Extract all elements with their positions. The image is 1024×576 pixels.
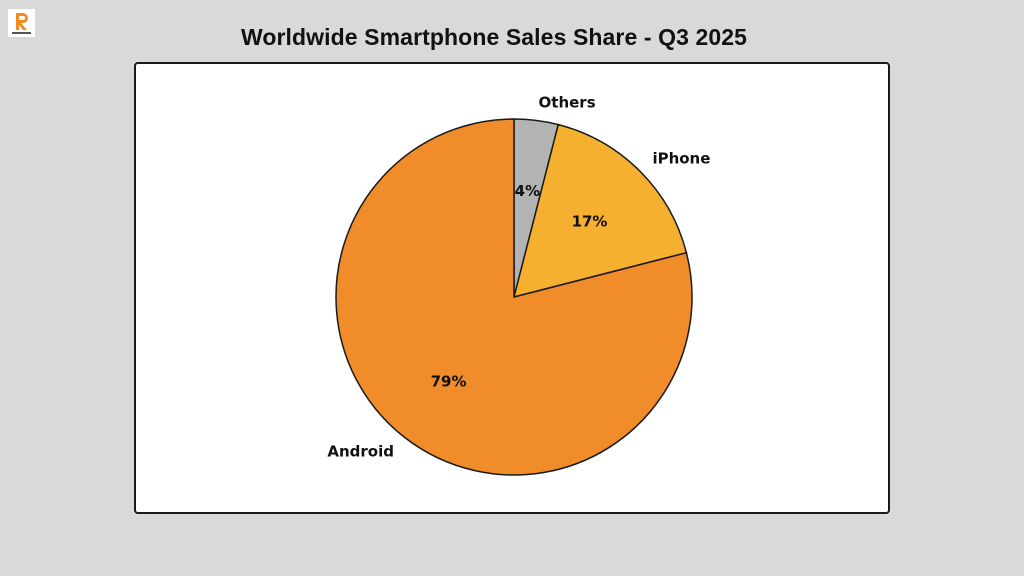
- pie-category-label-iphone: iPhone: [652, 150, 710, 168]
- pie-slice-android: [335, 118, 693, 476]
- chart-panel: 4% Others 17% iPhone 79% Android: [134, 62, 890, 514]
- pie-category-label-others: Others: [539, 94, 596, 112]
- pie-labels: 4% Others 17% iPhone 79% Android: [327, 94, 710, 461]
- pie-pct-label-iphone: 17%: [572, 212, 608, 230]
- chart-title-text: Worldwide Smartphone Sales Share - Q3 20…: [240, 24, 748, 50]
- raas-cloud-logo-icon: [12, 13, 31, 34]
- chart-title: Worldwide Smartphone Sales Share - Q3 20…: [0, 24, 1024, 51]
- pie-pct-label-others: 4%: [515, 182, 540, 200]
- pie-category-label-android: Android: [327, 443, 394, 461]
- pie-slices: [335, 118, 693, 476]
- pie-slice-iphone: [513, 123, 688, 298]
- raas-cloud-logo: [8, 9, 35, 37]
- pie-chart: 4% Others 17% iPhone 79% Android: [327, 94, 710, 476]
- pie-pct-label-android: 79%: [431, 372, 467, 390]
